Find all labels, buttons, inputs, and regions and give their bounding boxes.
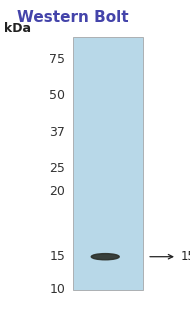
Text: kDa: kDa xyxy=(4,22,31,35)
Text: 25: 25 xyxy=(49,162,65,175)
Ellipse shape xyxy=(91,254,119,260)
Text: Western Bolt: Western Bolt xyxy=(17,10,128,25)
Text: 20: 20 xyxy=(49,185,65,198)
Bar xyxy=(73,37,143,290)
Text: 50: 50 xyxy=(49,89,65,102)
Text: 37: 37 xyxy=(49,126,65,139)
Text: 15kDa: 15kDa xyxy=(181,250,190,263)
Text: 15: 15 xyxy=(49,250,65,263)
Text: 10: 10 xyxy=(49,283,65,296)
Text: 75: 75 xyxy=(49,53,65,66)
